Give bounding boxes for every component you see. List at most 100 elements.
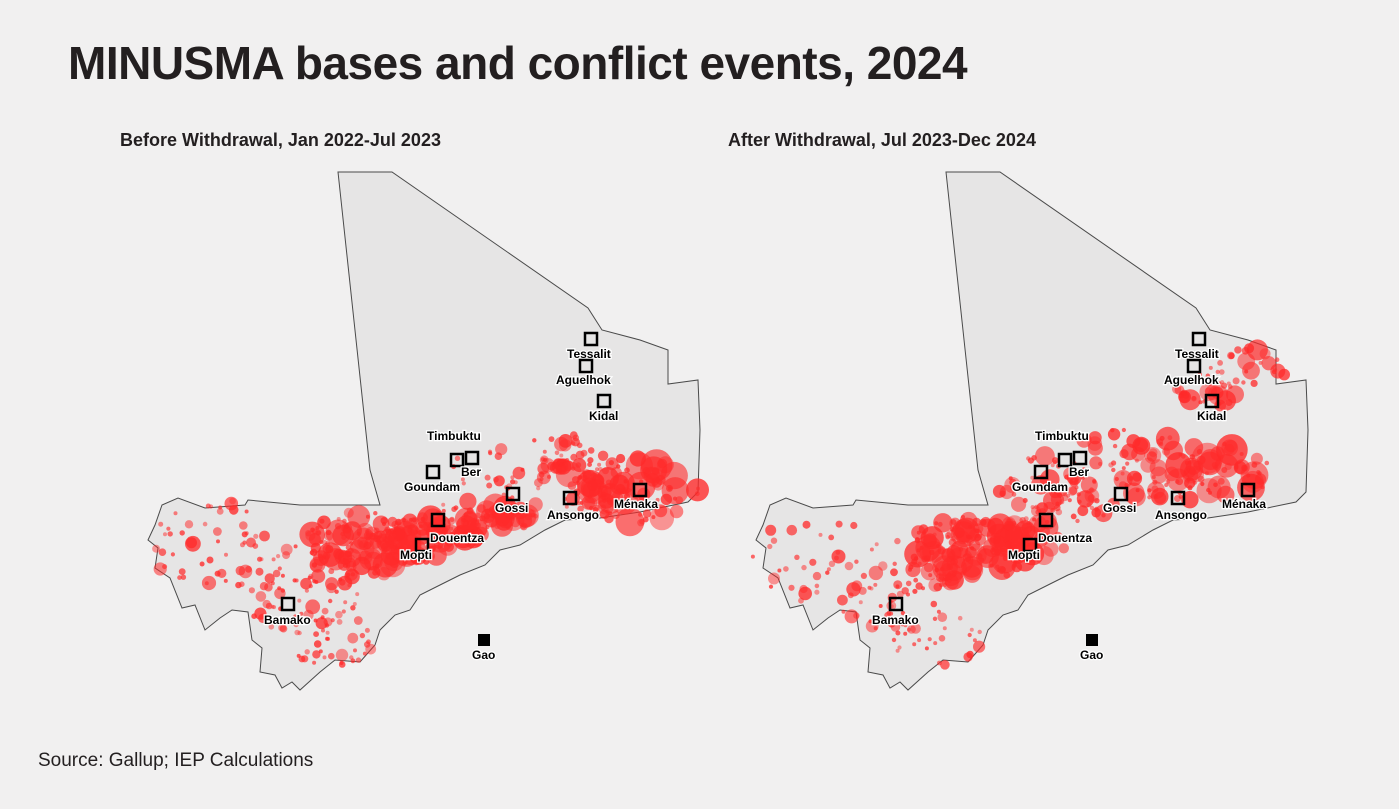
minusma-base-marker [1186,358,1202,374]
conflict-event-marker [1021,522,1033,534]
conflict-event-marker [328,598,333,604]
conflict-event-marker [623,479,628,484]
conflict-event-marker [957,615,963,621]
conflict-event-marker [814,583,820,589]
conflict-event-marker [927,637,932,642]
conflict-event-marker [1101,513,1106,518]
conflict-event-marker [1208,490,1212,495]
conflict-event-marker [587,457,594,464]
minusma-base-marker [596,393,612,409]
conflict-event-marker [1140,457,1156,473]
conflict-event-marker [324,623,330,628]
conflict-event-marker [334,589,339,594]
conflict-event-marker [1208,365,1213,370]
base-label: Aguelhok [556,373,611,387]
conflict-event-marker [587,462,592,467]
conflict-event-marker [873,626,878,631]
base-label: Timbuktu [1035,429,1089,443]
base-label: Kidal [589,409,618,423]
conflict-event-marker [1033,531,1049,547]
base-label: Ber [1069,465,1089,479]
conflict-event-marker [589,505,594,511]
conflict-event-marker [170,552,175,557]
conflict-event-marker [903,631,908,636]
minusma-base-marker [1113,486,1129,502]
base-label: Tessalit [1175,347,1219,361]
conflict-event-marker [554,450,560,456]
conflict-event-marker [600,504,607,511]
conflict-event-marker [205,503,211,509]
conflict-event-marker [602,467,609,475]
base-label: Bamako [264,613,311,627]
conflict-event-marker [372,569,379,576]
base-label: Ansongo [547,508,599,522]
conflict-event-marker [903,623,908,628]
conflict-event-marker [936,609,941,614]
conflict-event-marker [642,516,649,523]
conflict-event-marker [325,577,339,591]
conflict-event-marker [353,616,363,625]
conflict-event-marker [441,502,446,507]
conflict-event-marker [343,600,348,605]
conflict-event-marker [783,566,789,572]
conflict-event-marker [277,566,282,571]
conflict-event-marker [158,521,164,527]
conflict-event-marker [485,525,490,530]
conflict-event-marker [453,505,459,511]
conflict-event-marker [999,566,1006,573]
conflict-event-marker [341,609,346,614]
minusma-base-marker [578,358,594,374]
conflict-event-marker [825,570,830,575]
base-label: Timbuktu [427,429,481,443]
conflict-event-marker [299,618,304,623]
conflict-event-marker [343,507,354,518]
conflict-event-marker [528,509,536,518]
panel-title-after: After Withdrawal, Jul 2023-Dec 2024 [728,130,1036,150]
conflict-event-marker [954,527,965,538]
conflict-event-marker [580,449,588,457]
conflict-event-marker [299,618,304,624]
conflict-event-marker [1087,440,1103,456]
conflict-event-marker [917,638,922,643]
conflict-event-marker [305,599,321,615]
conflict-event-marker [353,648,357,653]
conflict-event-marker [264,573,275,584]
conflict-event-marker [272,605,276,610]
conflict-event-marker [933,641,938,646]
conflict-event-marker [251,613,257,619]
conflict-event-marker [828,560,836,567]
source-note: Source: Gallup; IEP Calculations [38,750,314,771]
conflict-event-marker [616,453,626,464]
conflict-event-marker [1190,377,1195,383]
conflict-event-marker [938,635,946,642]
conflict-event-marker [257,556,263,562]
conflict-event-marker [547,474,551,479]
conflict-event-marker [1111,467,1116,473]
conflict-event-marker [814,589,820,595]
conflict-event-marker [1205,384,1221,401]
base-label: Kidal [1197,409,1226,423]
conflict-event-marker [1121,427,1126,433]
conflict-event-marker [1002,516,1016,531]
conflict-event-marker [1232,377,1240,385]
conflict-event-marker [1278,368,1290,381]
minusma-base-marker [414,537,430,553]
conflict-event-marker [1011,496,1027,512]
conflict-event-marker [869,547,874,552]
conflict-event-marker [532,438,537,443]
conflict-event-marker [1121,466,1126,471]
conflict-event-marker [1126,434,1141,449]
conflict-event-marker [605,509,610,514]
conflict-event-marker [280,573,285,578]
conflict-event-marker [1019,556,1025,561]
conflict-event-marker [669,504,684,519]
conflict-event-marker [1264,460,1270,466]
conflict-event-marker [770,537,778,544]
conflict-event-marker [933,582,943,592]
conflict-event-marker [858,600,863,605]
conflict-event-marker [334,549,350,565]
conflict-event-marker [328,568,335,575]
conflict-event-marker [694,491,700,497]
conflict-event-marker [510,475,515,480]
conflict-event-marker [577,505,584,513]
